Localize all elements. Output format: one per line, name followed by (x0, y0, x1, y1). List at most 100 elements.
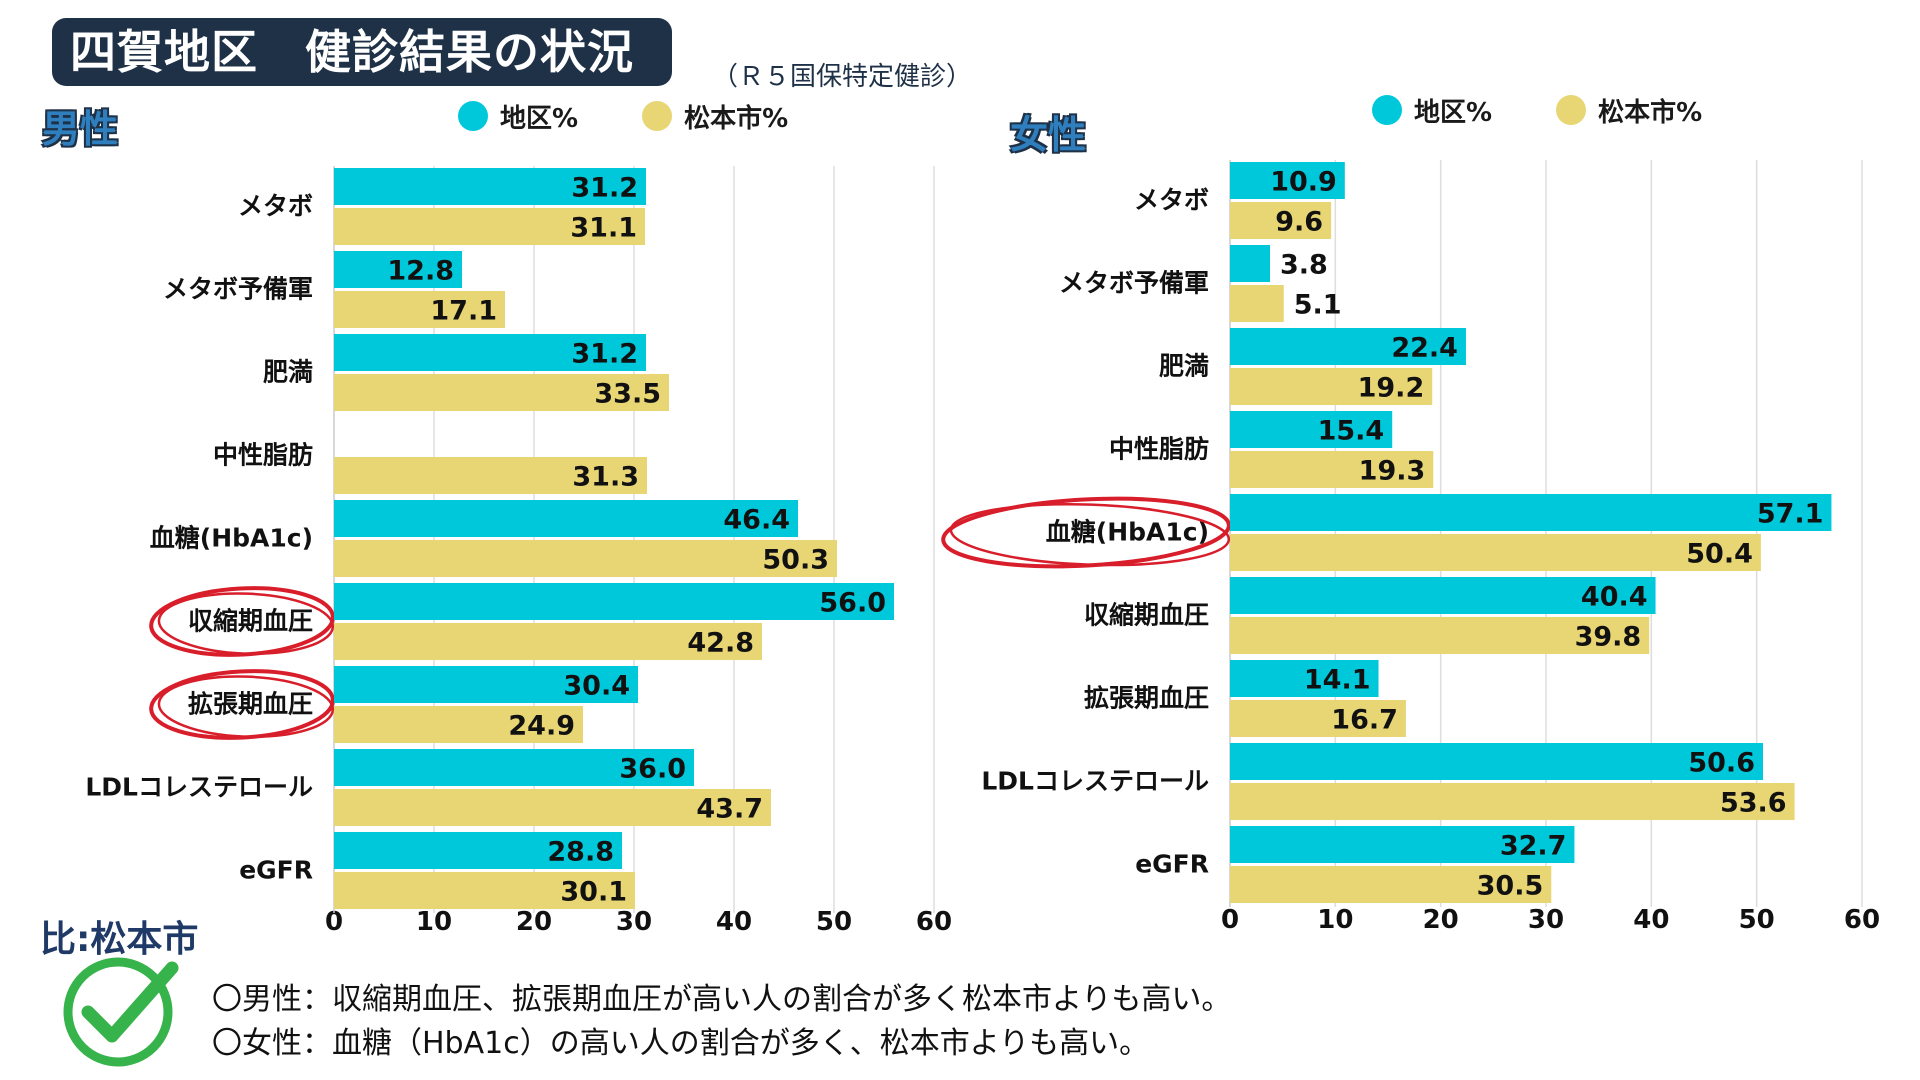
male-data-label: 36.0 (619, 754, 686, 785)
male-data-label: 43.7 (696, 794, 763, 825)
female-category-label: 中性脂肪 (1109, 435, 1209, 464)
male-matsumoto-bar (334, 208, 645, 245)
female-district-bar (1230, 577, 1656, 614)
female-matsumoto-bar (1230, 617, 1650, 654)
legend-label: 地区% (500, 103, 579, 134)
male-legend: 地区% 松本市% (458, 96, 852, 136)
female-category-label: 収縮期血圧 (1084, 601, 1209, 630)
male-district-bar (334, 583, 894, 620)
female-category-label: 血糖(HbA1c) (1046, 518, 1209, 547)
legend-label: 松本市% (1598, 97, 1703, 128)
male-data-label: 31.2 (571, 339, 638, 370)
female-data-label: 53.6 (1720, 788, 1787, 819)
female-panel-label: 女性 (1010, 113, 1087, 157)
female-matsumoto-bar (1230, 783, 1795, 820)
legend-item-district: 地区% (458, 98, 578, 135)
male-data-label: 12.8 (387, 256, 454, 287)
male-data-label: 42.8 (687, 628, 754, 659)
male-category-label: メタボ予備軍 (163, 275, 313, 304)
male-data-label: 46.4 (723, 505, 790, 536)
female-matsumoto-bar (1230, 700, 1406, 737)
page-title: 四賀地区 健診結果の状況 (52, 18, 672, 86)
male-category-label: 収縮期血圧 (188, 607, 313, 636)
male-x-tick-label: 50 (816, 907, 852, 937)
female-data-label: 5.1 (1294, 290, 1342, 321)
female-data-label: 39.8 (1575, 622, 1642, 653)
male-x-tick-label: 40 (716, 907, 752, 937)
legend-label: 松本市% (684, 103, 789, 134)
female-category-label: LDLコレステロール (981, 767, 1209, 796)
female-data-label: 3.8 (1280, 250, 1328, 281)
male-category-label: メタボ (238, 192, 313, 221)
female-district-bar (1230, 743, 1763, 780)
male-panel-label: 男性 (42, 107, 119, 151)
male-district-bar (334, 500, 798, 537)
male-x-tick-label: 10 (416, 907, 452, 937)
male-district-bar (334, 832, 622, 869)
male-category-label: eGFR (239, 856, 313, 885)
male-data-label: 31.3 (572, 462, 639, 493)
male-matsumoto-bar (334, 789, 771, 826)
female-category-label: eGFR (1135, 850, 1209, 879)
female-matsumoto-bar (1230, 202, 1332, 239)
note-female: 〇女性：血糖（HbA1c）の高い人の割合が多く、松本市よりも高い。 (212, 1026, 1150, 1061)
female-district-bar (1230, 660, 1379, 697)
male-matsumoto-bar (334, 706, 583, 743)
female-data-label: 50.6 (1688, 748, 1755, 779)
male-district-bar (334, 334, 646, 371)
female-district-bar (1230, 494, 1832, 531)
female-data-label: 19.3 (1359, 456, 1426, 487)
female-data-label: 57.1 (1757, 499, 1824, 530)
female-highlight-circle (949, 503, 1231, 567)
female-data-label: 14.1 (1304, 665, 1371, 696)
female-category-label: 拡張期血圧 (1084, 684, 1209, 713)
male-matsumoto-bar (334, 374, 669, 411)
male-data-label: 31.1 (570, 213, 637, 244)
male-category-label: LDLコレステロール (85, 773, 313, 802)
female-data-label: 10.9 (1270, 167, 1337, 198)
male-x-tick-label: 60 (916, 907, 952, 937)
male-x-tick-label: 0 (325, 907, 343, 937)
legend-item-district: 地区% (1372, 92, 1492, 129)
legend-item-matsumoto: 松本市% (1556, 92, 1702, 129)
female-matsumoto-bar (1230, 534, 1761, 571)
female-x-tick-label: 40 (1633, 905, 1669, 935)
female-x-tick-label: 0 (1221, 905, 1239, 935)
male-data-label: 24.9 (508, 711, 575, 742)
male-data-label: 50.3 (762, 545, 829, 576)
female-data-label: 22.4 (1391, 333, 1458, 364)
female-data-label: 40.4 (1581, 582, 1648, 613)
female-district-bar (1230, 826, 1575, 863)
female-data-label: 16.7 (1331, 705, 1398, 736)
male-data-label: 30.4 (563, 671, 630, 702)
female-data-label: 50.4 (1686, 539, 1753, 570)
male-highlight-circle (157, 592, 335, 656)
male-x-tick-label: 30 (616, 907, 652, 937)
check-mark-icon (63, 957, 179, 1067)
female-category-label: メタボ (1134, 186, 1209, 215)
female-data-label: 30.5 (1477, 871, 1544, 902)
male-category-label: 血糖(HbA1c) (150, 524, 313, 553)
female-x-tick-label: 20 (1423, 905, 1459, 935)
female-matsumoto-bar (1230, 866, 1552, 903)
female-matsumoto-bar (1230, 451, 1434, 488)
male-matsumoto-bar (334, 872, 635, 909)
female-district-bar (1230, 162, 1345, 199)
male-district-bar (334, 168, 646, 205)
female-data-label: 15.4 (1318, 416, 1385, 447)
comparison-label: 比:松本市 (40, 919, 199, 960)
female-x-tick-label: 60 (1844, 905, 1880, 935)
male-x-tick-label: 20 (516, 907, 552, 937)
female-legend: 地区% 松本市% (1372, 90, 1766, 130)
female-data-label: 32.7 (1500, 831, 1567, 862)
male-matsumoto-bar (334, 291, 505, 328)
male-district-bar (334, 749, 694, 786)
male-data-label: 31.2 (571, 173, 638, 204)
female-district-bar (1230, 328, 1466, 365)
circle-dot-icon (458, 101, 488, 131)
female-category-label: 肥満 (1159, 352, 1209, 381)
legend-label: 地区% (1414, 97, 1493, 128)
female-matsumoto-bar (1230, 368, 1433, 405)
male-data-label: 30.1 (560, 877, 627, 908)
